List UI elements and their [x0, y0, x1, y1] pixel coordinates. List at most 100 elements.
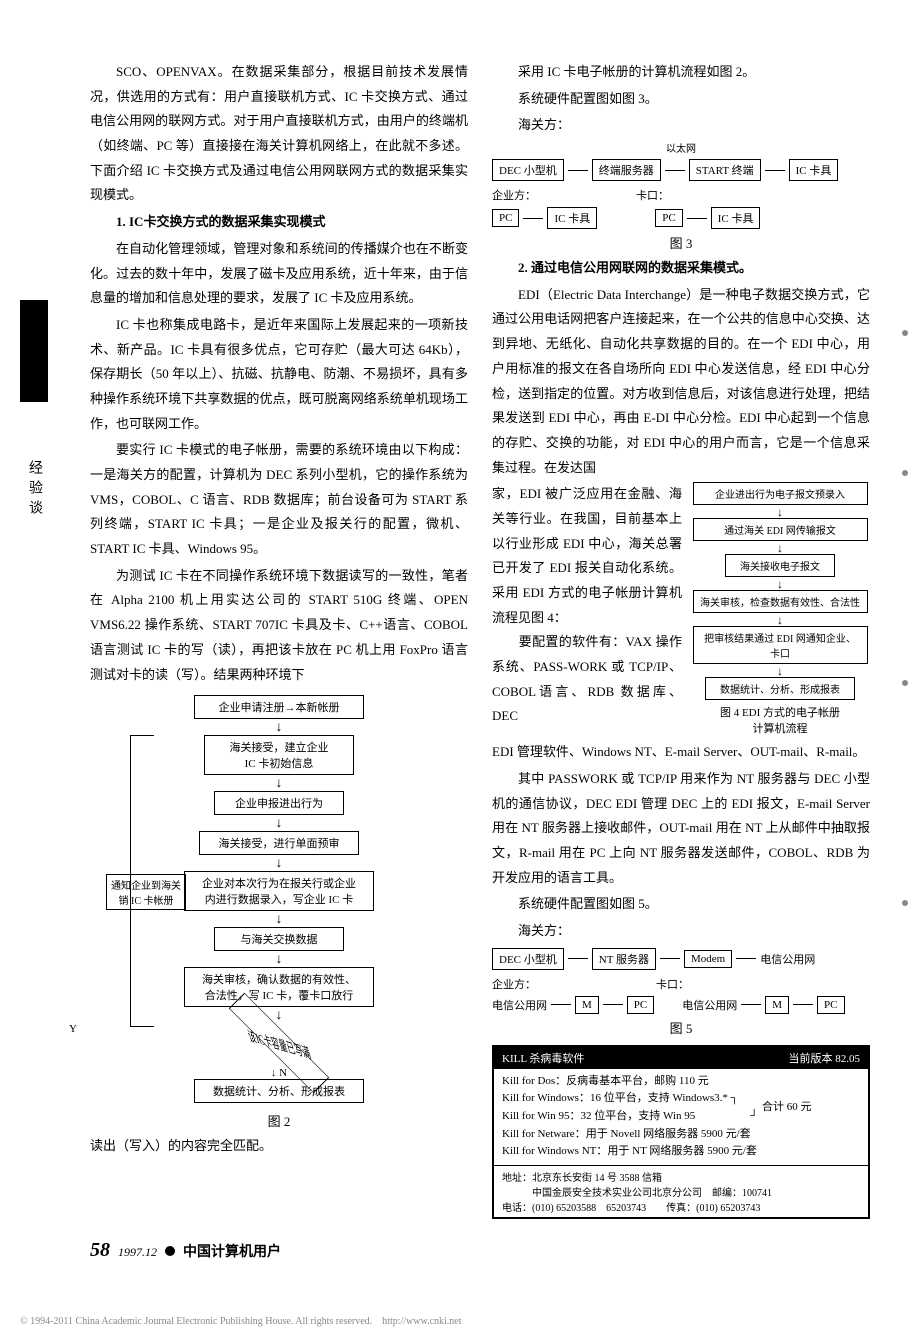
arrow-down-icon: ↓ [134, 953, 424, 967]
net-box: PC [817, 996, 844, 1014]
net-label: 电信公用网 [682, 997, 737, 1013]
figure-4-caption: 图 4 EDI 方式的电子帐册 计算机流程 [690, 704, 870, 736]
para: 家，EDI 被广泛应用在金融、海关等行业。在我国，目前基本上以行业形成 EDI … [492, 482, 682, 740]
arrow-down-icon: ↓ [134, 817, 424, 831]
flow-box: 企业对本次行为在报关行或企业 内进行数据录入，写企业 IC 卡 [184, 871, 374, 911]
para: 采用 IC 卡电子帐册的计算机流程如图 2。 [492, 60, 870, 85]
flow-side-box: 通知企业到海关 销 IC 卡帐册 [106, 874, 186, 910]
flow-box: 把审核结果通过 EDI 网通知企业、卡口 [693, 626, 868, 664]
ad-line: Kill for Dos：反病毒基本平台，邮购 110 元 [502, 1073, 860, 1091]
issue-date: 1997.12 [118, 1245, 157, 1260]
net-box: NT 服务器 [592, 948, 656, 970]
net-label: 以太网 [492, 140, 870, 155]
figure-3-diagram: 以太网 DEC 小型机 终端服务器 START 终端 IC 卡具 企业方： 卡口… [492, 140, 870, 229]
flow-box: 数据统计、分析、形成报表 [705, 677, 855, 700]
net-box: 终端服务器 [592, 159, 661, 181]
flow-box: 海关接受，进行单面预审 [199, 831, 359, 855]
label: 海关方： [492, 919, 870, 944]
net-box: DEC 小型机 [492, 948, 564, 970]
flow-box: 海关接收电子报文 [725, 554, 835, 577]
net-box: PC [655, 209, 682, 227]
margin-dot [902, 330, 908, 336]
ad-title: KILL 杀病毒软件 [502, 1050, 584, 1066]
arrow-down-icon: ↓ [690, 578, 870, 590]
para: 其中 PASSWORK 或 TCP/IP 用来作为 NT 服务器与 DEC 小型… [492, 767, 870, 890]
ad-line: Kill for Windows：16 位平台，支持 Windows3.* ┐ [502, 1090, 758, 1108]
arrow-down-icon: ↓ [690, 542, 870, 554]
figure-5-caption: 图 5 [492, 1018, 870, 1037]
flow-box: 企业申请注册→本新帐册 [194, 695, 364, 719]
magazine-name: 中国计算机用户 [183, 1241, 281, 1261]
arrow-down-icon: ↓ [134, 777, 424, 791]
sidebar-tab [20, 300, 48, 402]
arrow-down-icon: ↓ [690, 506, 870, 518]
figure-3-caption: 图 3 [492, 233, 870, 252]
flow-box: 企业进出行为电子报文预录入 [693, 482, 868, 505]
para: 要实行 IC 卡模式的电子帐册，需要的系统环境由以下构成：一是海关方的配置，计算… [90, 438, 468, 561]
para: 在自动化管理领域，管理对象和系统间的传播媒介也在不断变化。过去的数十年中，发展了… [90, 237, 468, 311]
net-label: 电信公用网 [760, 951, 815, 967]
para: IC 卡也称集成电路卡，是近年来国际上发展起来的一项新技术、新产品。IC 卡具有… [90, 313, 468, 436]
flow-box: 数据统计、分析、形成报表 [194, 1079, 364, 1103]
ad-phone: 电话：(010) 65203588 65203743 传真：(010) 6520… [502, 1199, 860, 1214]
copyright-line: © 1994-2011 China Academic Journal Elect… [0, 1292, 920, 1337]
flow-box: 海关审核，检查数据有效性、合法性 [693, 590, 868, 613]
net-box: IC 卡具 [711, 207, 761, 229]
net-label: 卡口： [636, 187, 669, 203]
ad-version: 当前版本 82.05 [789, 1050, 861, 1066]
arrow-down-icon: ↓ [134, 913, 424, 927]
net-box: DEC 小型机 [492, 159, 564, 181]
label: 海关方： [492, 113, 870, 138]
flow-label-n: ↓ N [134, 1067, 424, 1079]
flow-box: 企业申报进出行为 [214, 791, 344, 815]
arrow-down-icon: ↓ [690, 614, 870, 626]
figure-5-diagram: DEC 小型机 NT 服务器 Modem 电信公用网 企业方： 卡口： 电信公用… [492, 948, 870, 1014]
flow-label-y: Y [69, 1023, 77, 1035]
page-number: 58 [90, 1239, 110, 1262]
margin-dot [902, 470, 908, 476]
net-box: IC 卡具 [789, 159, 839, 181]
net-label: 卡口： [656, 976, 689, 992]
para: 系统硬件配置图如图 5。 [492, 892, 870, 917]
margin-dot [902, 900, 908, 906]
para: EDI 管理软件、Windows NT、E-mail Server、OUT-ma… [492, 740, 870, 765]
heading: 1. IC卡交换方式的数据采集实现模式 [90, 210, 468, 235]
net-label: 企业方： [492, 976, 536, 992]
net-box: M [575, 996, 599, 1014]
figure-4-flowchart: 企业进出行为电子报文预录入 ↓ 通过海关 EDI 网传输报文 ↓ 海关接收电子报… [690, 482, 870, 740]
net-box: PC [627, 996, 654, 1014]
flow-box: 通过海关 EDI 网传输报文 [693, 518, 868, 541]
net-box: START 终端 [689, 159, 761, 181]
dot-icon [165, 1246, 175, 1256]
margin-dot [902, 680, 908, 686]
arrow-down-icon: ↓ [690, 665, 870, 677]
net-label: 企业方： [492, 187, 536, 203]
ad-line: Kill for Win 95：32 位平台，支持 Win 95 ┘ [502, 1108, 758, 1126]
para: EDI（Electric Data Interchange）是一种电子数据交换方… [492, 283, 870, 481]
sidebar-label: 经验谈 [24, 460, 44, 520]
para: 读出（写入）的内容完全匹配。 [90, 1134, 468, 1159]
figure-2-flowchart: 企业申请注册→本新帐册 ↓ 海关接受，建立企业 IC 卡初始信息 ↓ 企业申报进… [134, 695, 424, 1103]
net-box: M [765, 996, 789, 1014]
flow-box: 与海关交换数据 [214, 927, 344, 951]
figure-2-caption: 图 2 [90, 1111, 468, 1130]
arrow-down-icon: ↓ [134, 1009, 424, 1023]
para: 为测试 IC 卡在不同操作系统环境下数据读写的一致性，笔者在 Alpha 210… [90, 564, 468, 687]
net-box: PC [492, 209, 519, 227]
net-box: IC 卡具 [547, 207, 597, 229]
arrow-down-icon: ↓ [134, 857, 424, 871]
net-label: 电信公用网 [492, 997, 547, 1013]
ad-box: KILL 杀病毒软件 当前版本 82.05 Kill for Dos：反病毒基本… [492, 1045, 870, 1219]
ad-company: 中国金辰安全技术实业公司北京分公司 邮编：100741 [502, 1184, 860, 1199]
ad-price: 合计 60 元 [762, 1099, 812, 1117]
ad-line: Kill for Netware：用于 Novell 网络服务器 5900 元/… [502, 1126, 860, 1144]
heading: 2. 通过电信公用网联网的数据采集模式。 [492, 256, 870, 281]
left-column: SCO、OPENVAX。在数据采集部分，根据目前技术发展情况，供选用的方式有：用… [90, 60, 468, 1219]
page-footer: 58 1997.12 中国计算机用户 [50, 1239, 870, 1262]
ad-address: 地址：北京东长安街 14 号 3588 信箱 [502, 1169, 860, 1184]
flow-box: 海关审核，确认数据的有效性、 合法性，写 IC 卡，覆卡口放行 [184, 967, 374, 1007]
arrow-down-icon: ↓ [134, 721, 424, 735]
net-box: Modem [684, 950, 732, 968]
right-column: 采用 IC 卡电子帐册的计算机流程如图 2。 系统硬件配置图如图 3。 海关方：… [492, 60, 870, 1219]
para: 系统硬件配置图如图 3。 [492, 87, 870, 112]
